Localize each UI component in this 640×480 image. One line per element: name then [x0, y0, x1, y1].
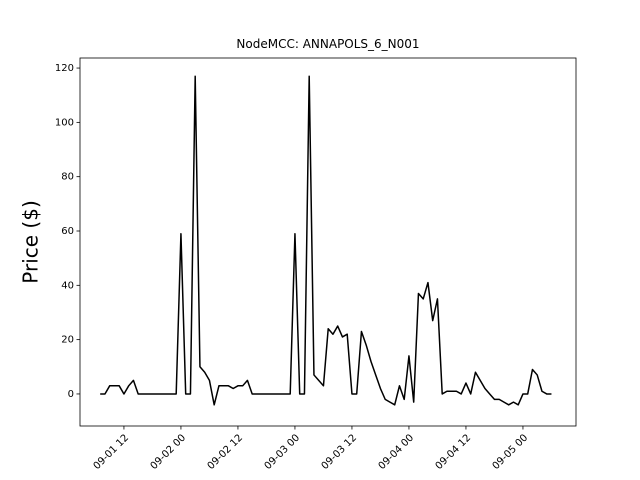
- x-tick-label: 09-03 12: [320, 432, 360, 472]
- y-tick-label: 20: [61, 335, 74, 346]
- plot-frame: [79, 57, 577, 427]
- x-tick-label: 09-03 00: [263, 432, 303, 472]
- x-tick-label: 09-02 12: [206, 432, 246, 472]
- x-tick-label: 09-01 12: [92, 432, 132, 472]
- y-tick-label: 100: [55, 117, 74, 128]
- y-tick-label: 40: [61, 280, 74, 291]
- y-tick-label: 120: [55, 63, 74, 74]
- chart-title: NodeMCC: ANNAPOLS_6_N001: [236, 37, 419, 51]
- y-tick-label: 0: [68, 389, 74, 400]
- x-tick-label: 09-04 00: [377, 432, 417, 472]
- price-line: [100, 75, 552, 406]
- x-tick-label: 09-05 00: [491, 432, 531, 472]
- x-tick-label: 09-02 00: [149, 432, 189, 472]
- y-tick-label: 60: [61, 226, 74, 237]
- x-tick-label: 09-04 12: [434, 432, 474, 472]
- y-axis-label: Price ($): [19, 200, 43, 283]
- y-tick-label: 80: [61, 172, 74, 183]
